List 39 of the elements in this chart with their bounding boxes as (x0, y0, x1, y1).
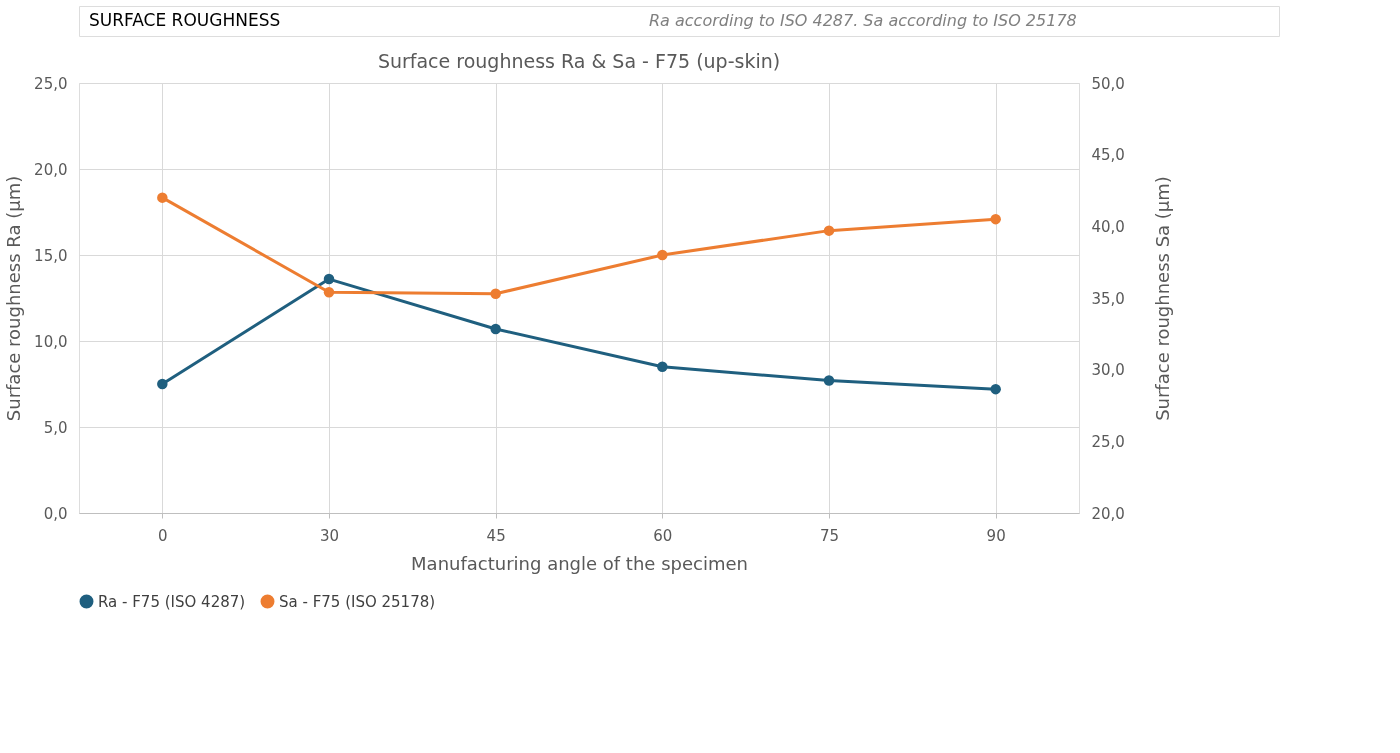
text: SURFACE ROUGHNESS (89, 10, 281, 30)
y2-tick-label: 35,0 (1091, 289, 1125, 308)
y2-tick-label: 30,0 (1091, 361, 1125, 380)
point (657, 361, 668, 373)
point (823, 225, 835, 236)
y-tick-label: 25,0 (34, 74, 68, 93)
point (323, 287, 335, 298)
point (990, 213, 1001, 225)
y2-tick-label: 20,0 (1091, 504, 1125, 523)
chart-title: Surface roughness Ra & Sa - F75 (up-skin) (377, 50, 781, 72)
x-tick-label: 75 (819, 526, 840, 545)
x-axis-title: Manufacturing angle of the specimen (411, 552, 748, 574)
legend-label: Ra - F75 (ISO 4287) (98, 592, 246, 611)
y2-tick-label: 50,0 (1091, 74, 1125, 93)
y-tick-label: 10,0 (34, 332, 68, 351)
point (323, 273, 335, 285)
x-tick-label: 60 (653, 526, 673, 545)
point (657, 249, 668, 261)
point (490, 323, 501, 335)
legend-label: Sa - F75 (ISO 25178) (279, 592, 436, 611)
y-tick-label: 20,0 (34, 160, 68, 179)
y2-tick-label: 25,0 (1091, 432, 1125, 451)
point (490, 288, 501, 299)
y-tick-label: 0,0 (43, 504, 68, 523)
y-tick-label: 5,0 (43, 418, 68, 437)
x-tick-label: 0 (158, 526, 168, 545)
y2-tick-label: 40,0 (1091, 217, 1125, 236)
y2-tick-label: 45,0 (1091, 146, 1125, 165)
y-tick-label: 15,0 (34, 246, 68, 265)
x-tick-label: 90 (986, 526, 1006, 545)
point (823, 375, 835, 386)
x-tick-label: 30 (319, 526, 340, 545)
point (990, 383, 1001, 395)
x-tick-label: 45 (486, 526, 506, 545)
y2-axis-title: Surface roughness Sa (µm) (1151, 176, 1173, 421)
y-axis-title: Surface roughness Ra (µm) (3, 175, 25, 422)
point (157, 192, 168, 203)
text: Ra according to ISO 4287. Sa according to ISO 25178 (649, 11, 1077, 30)
point (157, 378, 168, 390)
